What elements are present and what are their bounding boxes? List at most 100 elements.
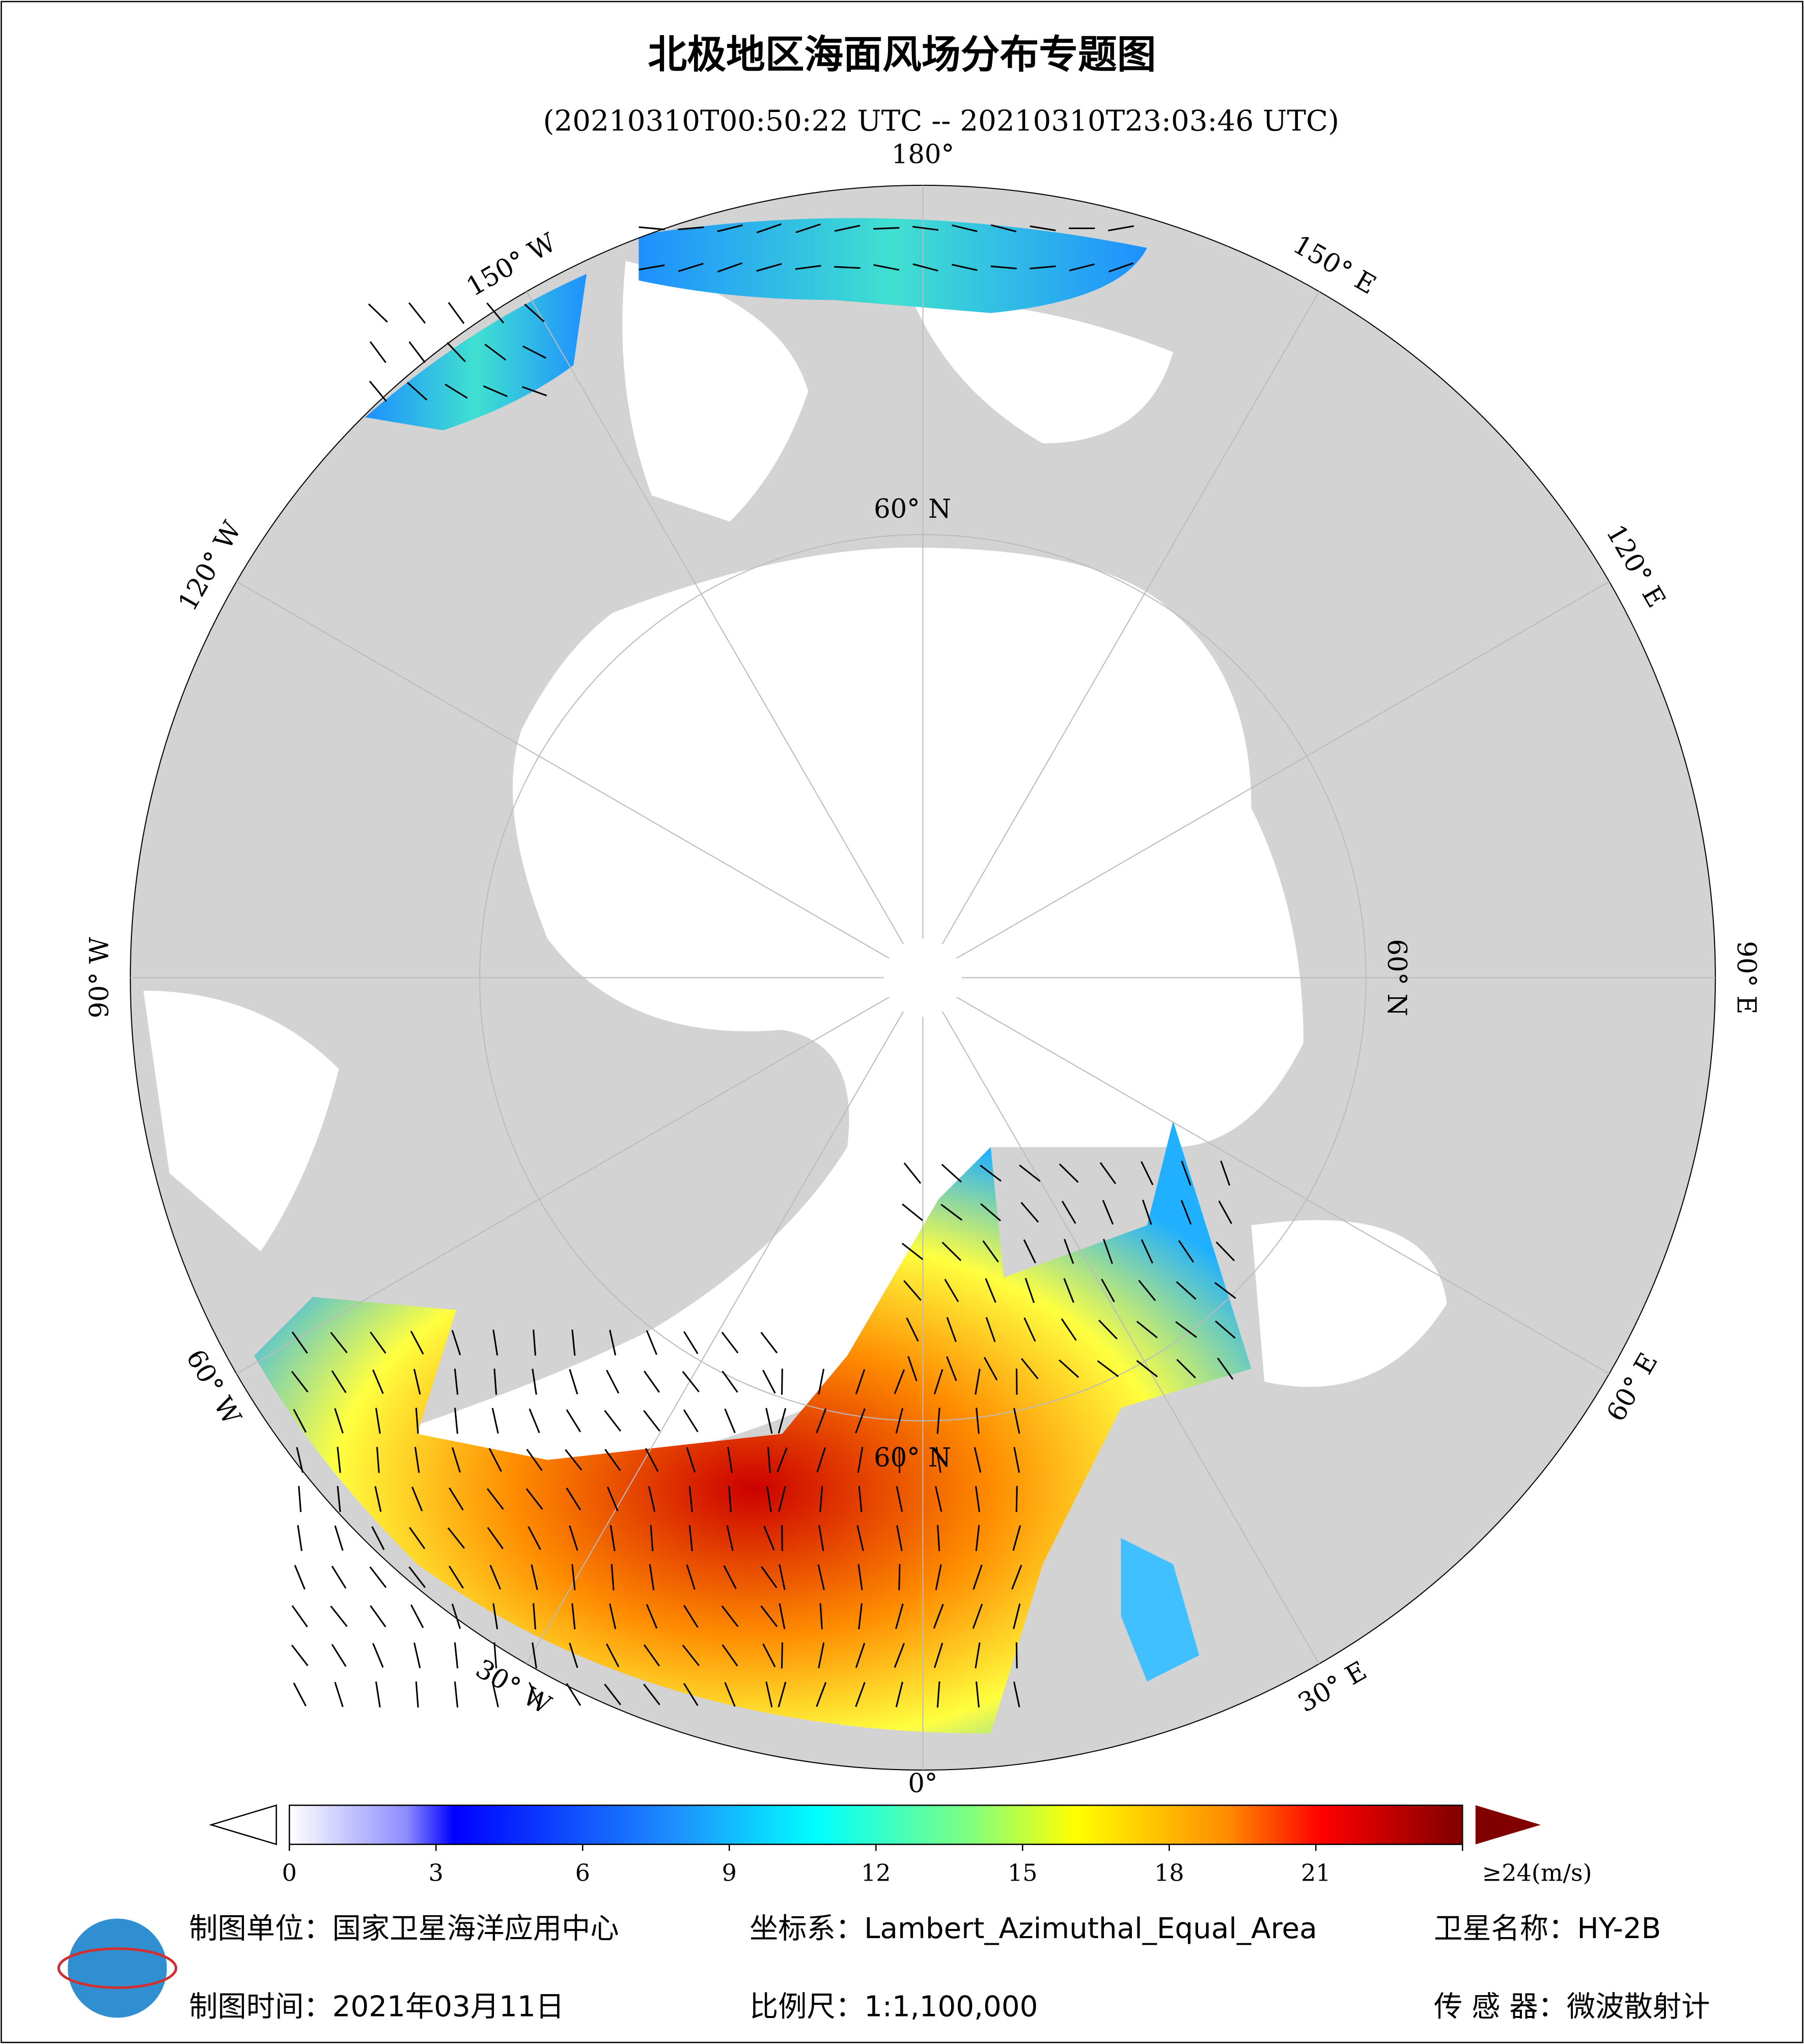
wind-arrow bbox=[370, 1605, 386, 1628]
meridian bbox=[526, 291, 904, 944]
wind-arrow bbox=[415, 1408, 419, 1434]
wind-arrow bbox=[855, 1369, 866, 1394]
wind-arrow bbox=[643, 1370, 660, 1393]
wind-arrow bbox=[410, 1330, 424, 1355]
colorbar-tick-label: 9 bbox=[722, 1859, 737, 1887]
wind-arrow bbox=[952, 224, 978, 233]
wind-arrow bbox=[903, 1280, 922, 1301]
wind-arrow bbox=[1180, 1199, 1192, 1225]
wind-arrow bbox=[721, 1644, 738, 1667]
wind-arrow bbox=[1214, 1282, 1236, 1299]
colorbar-tick-label: 0 bbox=[282, 1859, 297, 1887]
wind-arrow bbox=[571, 1329, 576, 1356]
wind-arrow bbox=[491, 1408, 499, 1434]
wind-arrow bbox=[529, 1682, 540, 1707]
wind-arrow bbox=[776, 1447, 788, 1473]
logo bbox=[57, 1918, 178, 2018]
wind-arrow bbox=[766, 1486, 772, 1512]
wind-arrow bbox=[407, 382, 428, 401]
wind-arrow bbox=[606, 1487, 619, 1511]
wind-arrow bbox=[855, 1682, 866, 1707]
wind-arrow bbox=[291, 1605, 308, 1628]
colorbar-tick-label: 12 bbox=[861, 1859, 891, 1887]
wind-arrow bbox=[941, 1164, 962, 1183]
wind-arrow bbox=[1175, 1321, 1197, 1338]
wind-arrow bbox=[291, 1644, 309, 1666]
wind-arrow bbox=[291, 1331, 308, 1354]
wind-arrow bbox=[1012, 1525, 1021, 1551]
wind-arrow bbox=[990, 265, 1017, 270]
wind-arrow bbox=[486, 302, 505, 324]
wind-arrow bbox=[489, 1564, 502, 1590]
wind-arrow bbox=[975, 1642, 981, 1669]
wind-arrow bbox=[454, 1642, 459, 1669]
wind-arrow bbox=[1181, 1160, 1191, 1186]
wind-arrow bbox=[762, 1643, 776, 1668]
wind-arrow bbox=[818, 1642, 825, 1669]
wind-arrow bbox=[686, 1447, 696, 1473]
wind-arrow bbox=[1023, 1317, 1036, 1342]
wind-arrow bbox=[370, 1331, 386, 1354]
wind-arrow bbox=[933, 1369, 943, 1394]
colorbar-tick-label: 21 bbox=[1301, 1859, 1331, 1887]
wind-arrow bbox=[1064, 1239, 1074, 1264]
wind-arrow bbox=[609, 1603, 617, 1630]
wind-arrow bbox=[1136, 1360, 1158, 1378]
wind-arrow bbox=[368, 303, 388, 323]
wind-arrow bbox=[901, 1243, 924, 1261]
wind-arrow bbox=[566, 1409, 581, 1433]
wind-arrow bbox=[976, 1408, 980, 1434]
wind-arrow bbox=[726, 1525, 734, 1551]
wind-arrow bbox=[369, 341, 386, 363]
lon-label: 180° bbox=[892, 139, 954, 170]
wind-arrow bbox=[683, 1409, 699, 1433]
wind-arrow bbox=[765, 1682, 773, 1707]
wind-arrow bbox=[604, 1448, 621, 1471]
meridian bbox=[941, 1011, 1320, 1664]
wind-arrow bbox=[1098, 1320, 1118, 1340]
wind-arrow bbox=[491, 1682, 499, 1707]
wind-arrow bbox=[756, 263, 782, 272]
wind-arrow bbox=[451, 1447, 461, 1473]
wind-arrow bbox=[1015, 1368, 1018, 1395]
wind-arrow bbox=[293, 1683, 307, 1706]
wind-arrow bbox=[683, 1331, 699, 1354]
wind-arrow bbox=[334, 1408, 344, 1434]
wind-arrow bbox=[761, 1566, 778, 1588]
wind-arrow bbox=[1013, 1408, 1020, 1434]
wind-arrow bbox=[688, 1525, 693, 1551]
wind-arrow bbox=[643, 1644, 660, 1667]
wind-arrow bbox=[525, 1488, 543, 1510]
wind-arrow bbox=[940, 1203, 963, 1221]
wind-arrow bbox=[445, 383, 468, 399]
wind-arrow bbox=[816, 1408, 827, 1434]
wind-arrow bbox=[983, 1357, 998, 1381]
wind-arrow bbox=[451, 1330, 461, 1356]
wind-arrow bbox=[721, 1332, 739, 1354]
wind-arrow bbox=[937, 1525, 940, 1551]
wind-arrow bbox=[935, 1447, 941, 1473]
wind-arrow bbox=[454, 1681, 459, 1708]
wind-arrow bbox=[795, 223, 821, 234]
wind-arrow bbox=[330, 1605, 348, 1627]
wind-arrow bbox=[1015, 1486, 1018, 1513]
meridian bbox=[956, 996, 1609, 1375]
wind-arrow bbox=[1069, 263, 1095, 272]
wind-arrow bbox=[375, 1681, 381, 1707]
wind-arrow bbox=[1141, 1239, 1153, 1264]
wind-arrow bbox=[569, 1369, 578, 1394]
wind-arrow bbox=[528, 1526, 541, 1550]
wind-arrow bbox=[533, 1329, 537, 1356]
wind-arrow bbox=[985, 1278, 996, 1303]
wind-arrow bbox=[946, 1356, 957, 1381]
wind-arrow bbox=[1059, 1163, 1079, 1183]
footer-satellite: 卫星名称：HY-2B bbox=[1434, 1912, 1661, 1945]
wind-arrow bbox=[610, 1564, 615, 1590]
wind-arrow bbox=[1176, 1359, 1196, 1379]
wind-arrow bbox=[372, 1369, 384, 1394]
wind-arrow bbox=[571, 1603, 576, 1630]
wind-arrow bbox=[721, 1370, 738, 1393]
wind-arrow bbox=[856, 1525, 864, 1551]
wind-arrow bbox=[376, 1447, 380, 1473]
